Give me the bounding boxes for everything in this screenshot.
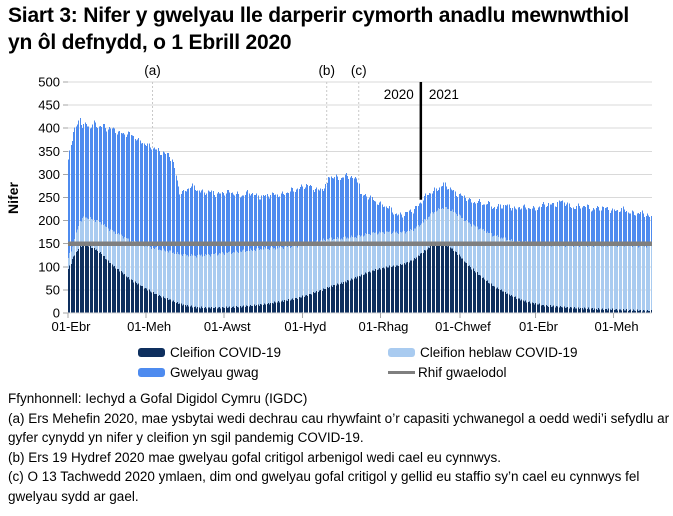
legend-swatch-cleifion-covid: [138, 347, 165, 357]
legend-swatch-gwelyau-gwag: [138, 367, 165, 377]
legend-item-rhif-gwaelodol: Rhif gwaelodol: [388, 364, 507, 380]
legend-item-cleifion-heblaw-covid: Cleifion heblaw COVID-19: [388, 344, 578, 360]
svg-text:01-Chwef: 01-Chwef: [435, 319, 491, 334]
source-note: Ffynhonnell: Iechyd a Gofal Digidol Cymr…: [8, 391, 308, 406]
svg-text:50: 50: [46, 282, 60, 297]
svg-text:150: 150: [38, 236, 60, 251]
svg-text:250: 250: [38, 190, 60, 205]
svg-text:01-Hyd: 01-Hyd: [284, 319, 326, 334]
legend-item-gwelyau-gwag: Gwelyau gwag: [138, 364, 259, 380]
legend-item-cleifion-covid: Cleifion COVID-19: [138, 344, 281, 360]
footnote-b: (b) Ers 19 Hydref 2020 mae gwelyau gofal…: [8, 449, 502, 465]
tick-labels: 0 50 100 150 200 250 300 350 400 450 500 01-Ebr 01-M…: [38, 75, 638, 335]
svg-text:0: 0: [53, 306, 60, 321]
svg-text:350: 350: [38, 144, 60, 159]
svg-text:(b): (b): [318, 63, 335, 78]
svg-text:(a): (a): [144, 63, 161, 78]
axes: [63, 81, 652, 318]
footnote-a: (a) Ers Mehefin 2020, mae ysbytai wedi d…: [8, 410, 670, 446]
stacked-bars: [68, 118, 652, 313]
svg-text:450: 450: [38, 98, 60, 113]
svg-text:01-Meh: 01-Meh: [127, 319, 171, 334]
svg-text:01-Rhag: 01-Rhag: [359, 319, 409, 334]
svg-text:01-Ebr: 01-Ebr: [51, 319, 91, 334]
legend-swatch-cleifion-heblaw-covid: [388, 347, 415, 357]
legend-label: Cleifion COVID-19: [170, 344, 282, 360]
chart-canvas: (a) (b) (c) 2020 2021 0 50 100 150 200 250 300 350 40…: [38, 63, 652, 335]
legend-label: Cleifion heblaw COVID-19: [420, 344, 578, 360]
svg-text:(c): (c): [351, 63, 367, 78]
footnote-c: (c) O 13 Tachwedd 2020 ymlaen, dim ond g…: [8, 469, 640, 504]
svg-text:01-Ebr: 01-Ebr: [519, 319, 559, 334]
legend-label: Rhif gwaelodol: [418, 364, 507, 380]
svg-text:01-Meh: 01-Meh: [595, 319, 639, 334]
svg-text:2021: 2021: [429, 87, 459, 102]
svg-text:100: 100: [38, 259, 60, 274]
svg-text:01-Awst: 01-Awst: [204, 319, 251, 334]
legend-label: Gwelyau gwag: [170, 364, 259, 380]
svg-text:400: 400: [38, 121, 60, 136]
page-title: Siart 3: Nifer y gwelyau lle darperir cy…: [8, 4, 630, 54]
annotation-lines: (a) (b) (c): [144, 63, 367, 187]
chart-footnotes: Ffynhonnell: Iechyd a Gofal Digidol Cymr…: [8, 389, 670, 506]
legend-swatch-rhif-gwaelodol: [388, 370, 415, 374]
svg-text:300: 300: [38, 167, 60, 182]
svg-text:500: 500: [38, 75, 60, 90]
svg-text:200: 200: [38, 213, 60, 228]
svg-text:2020: 2020: [384, 87, 414, 102]
